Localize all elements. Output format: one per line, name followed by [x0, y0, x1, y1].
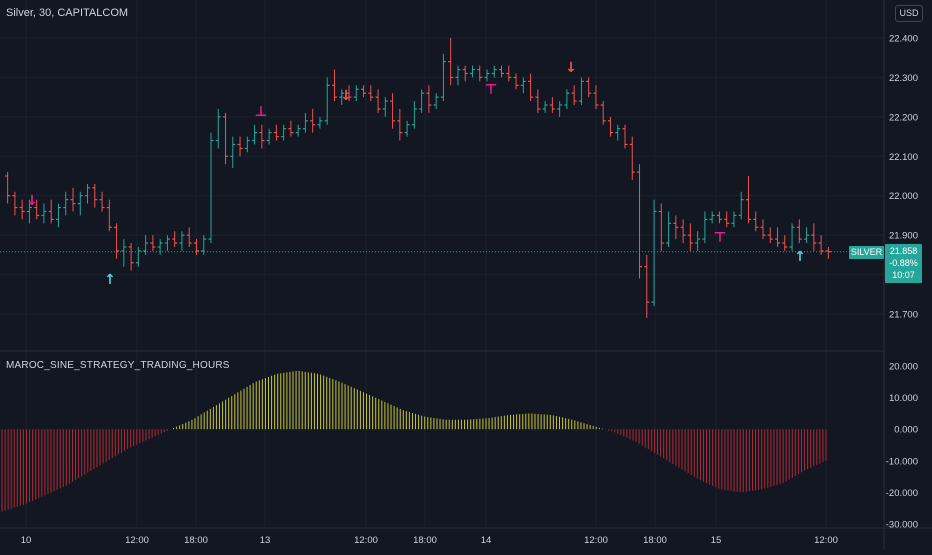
time-tick-label: 10	[21, 535, 32, 546]
last-price-label: 21.858 -0.88% 10:07	[885, 244, 922, 283]
time-axis[interactable]: 10 12:00 18:00 13 12:00 18:00 14 12:00 18:00 15 12…	[21, 535, 838, 546]
bar-countdown: 10:07	[892, 270, 915, 280]
osc-tick-label: -20.000	[886, 488, 918, 499]
osc-tick-label: -30.000	[886, 520, 918, 531]
signal-markers: ↑ ↓ ⊥ ↓ ⊤ ↓ ⊤ ↑	[26, 60, 806, 288]
last-price-value: 21.858	[889, 246, 918, 256]
osc-tick-label: 20.000	[889, 362, 918, 373]
signal-marker: ⊤	[485, 82, 498, 98]
time-tick-label: 12:00	[584, 535, 608, 546]
signal-marker: ↓	[26, 193, 38, 209]
time-tick-label: 12:00	[354, 535, 378, 546]
signal-marker: ↑	[794, 249, 806, 265]
price-tick-label: 22.300	[889, 73, 918, 84]
time-tick-label: 14	[481, 535, 492, 546]
osc-tick-label: 10.000	[889, 393, 918, 404]
signal-marker: ⊥	[255, 104, 268, 120]
indicator-title[interactable]: MAROC_SINE_STRATEGY_TRADING_HOURS	[6, 360, 230, 371]
price-tick-label: 22.400	[889, 34, 918, 45]
last-price-change: -0.88%	[889, 258, 918, 268]
symbol-tag: SILVER	[849, 246, 884, 259]
candles	[5, 38, 831, 318]
time-tick-label: 12:00	[814, 535, 838, 546]
chart-title: Silver, 30, CAPITALCOM	[6, 7, 129, 19]
oscillator-axis[interactable]: 20.000 10.000 0.000 -10.000 -20.000 -30.000	[886, 362, 918, 531]
signal-marker: ↓	[340, 88, 352, 104]
signal-marker: ⊤	[714, 230, 727, 246]
oscillator	[1, 370, 827, 512]
price-tick-label: 22.200	[889, 112, 918, 123]
price-tick-label: 22.000	[889, 191, 918, 202]
time-tick-label: 15	[711, 535, 722, 546]
time-tick-label: 12:00	[125, 535, 149, 546]
price-tick-label: 22.100	[889, 152, 918, 163]
currency-button[interactable]: USD	[895, 5, 923, 22]
signal-marker: ↑	[104, 272, 116, 288]
time-tick-label: 18:00	[184, 535, 208, 546]
time-tick-label: 13	[260, 535, 271, 546]
price-tick-label: 21.700	[889, 310, 918, 321]
signal-marker: ↓	[565, 60, 577, 76]
osc-tick-label: 0.000	[894, 425, 918, 436]
price-tick-label: 21.900	[889, 231, 918, 242]
time-tick-label: 18:00	[413, 535, 437, 546]
osc-tick-label: -10.000	[886, 456, 918, 467]
time-tick-label: 18:00	[643, 535, 667, 546]
